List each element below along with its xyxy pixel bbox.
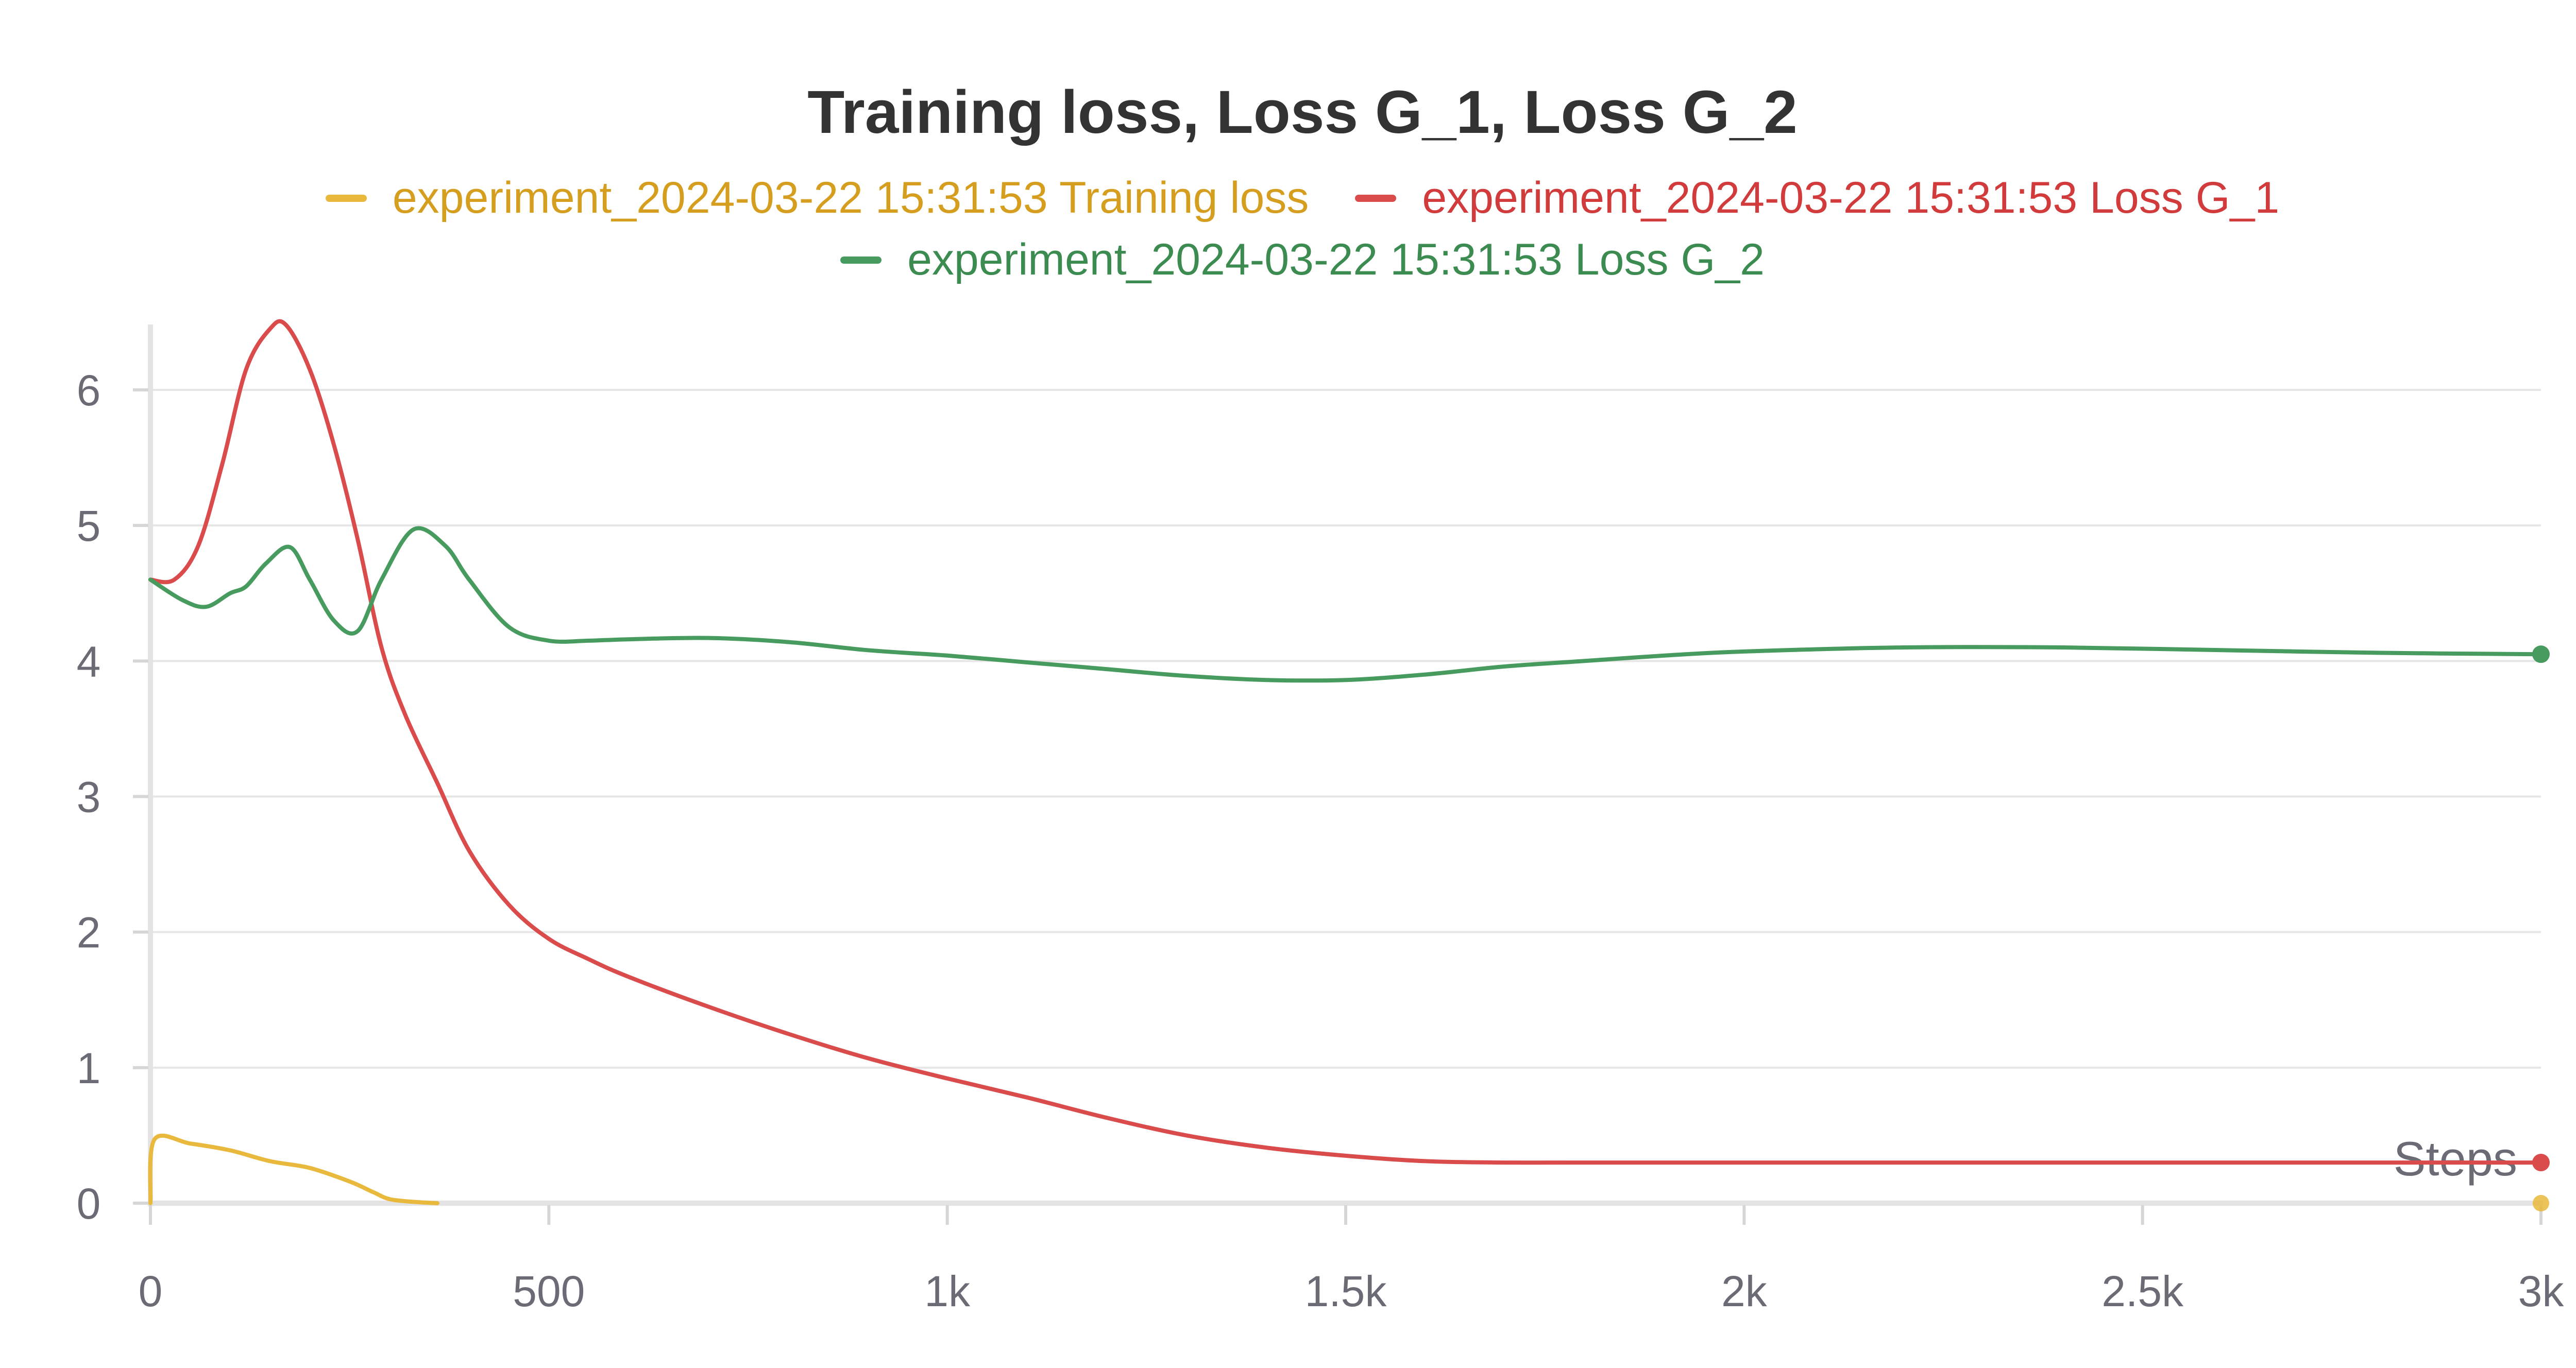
x-tick-label: 500 (513, 1267, 585, 1315)
chart-title: Training loss, Loss G_1, Loss G_2 (807, 78, 1798, 146)
y-tick-label: 1 (77, 1044, 101, 1092)
x-tick-label: 3k (2518, 1267, 2565, 1315)
legend-row: experiment_2024-03-22 15:31:53 Training … (0, 173, 2576, 224)
x-tick-label: 2k (1721, 1267, 1768, 1315)
x-axis-title: Steps (2394, 1132, 2517, 1186)
series-end-point[interactable] (2533, 1195, 2549, 1211)
series-line-training-loss[interactable] (148, 1133, 439, 1205)
y-tick-label: 4 (77, 637, 101, 686)
legend-item-loss-g2[interactable]: experiment_2024-03-22 15:31:53 Loss G_2 (840, 234, 1765, 285)
y-tick-label: 5 (77, 502, 101, 550)
series-line-loss-g2[interactable] (148, 526, 2543, 683)
x-tick-label: 2.5k (2102, 1267, 2184, 1315)
legend-label-loss-g1: experiment_2024-03-22 15:31:53 Loss G_1 (1422, 173, 2280, 223)
x-tick-label: 0 (139, 1267, 163, 1315)
x-tick-label: 1.5k (1305, 1267, 1387, 1315)
series-end-point[interactable] (2532, 645, 2550, 663)
series-line-loss-g1[interactable] (148, 319, 2543, 1165)
legend-item-training-loss[interactable]: experiment_2024-03-22 15:31:53 Training … (325, 173, 1309, 224)
x-tick-label: 1k (924, 1267, 971, 1315)
legend-swatch-loss-g1 (1355, 194, 1397, 202)
legend-item-loss-g1[interactable]: experiment_2024-03-22 15:31:53 Loss G_1 (1355, 173, 2279, 224)
y-tick-label: 3 (77, 773, 101, 822)
y-tick-label: 2 (77, 909, 101, 957)
legend-label-loss-g2: experiment_2024-03-22 15:31:53 Loss G_2 (907, 235, 1765, 284)
legend-swatch-loss-g2 (840, 256, 882, 264)
legend-label-training-loss: experiment_2024-03-22 15:31:53 Training … (392, 173, 1309, 223)
series-end-point[interactable] (2532, 1154, 2550, 1172)
y-tick-label: 0 (77, 1179, 101, 1228)
y-tick-label: 6 (77, 366, 101, 415)
legend-row: experiment_2024-03-22 15:31:53 Loss G_2 (0, 234, 2576, 285)
legend-swatch-training-loss (325, 194, 367, 202)
